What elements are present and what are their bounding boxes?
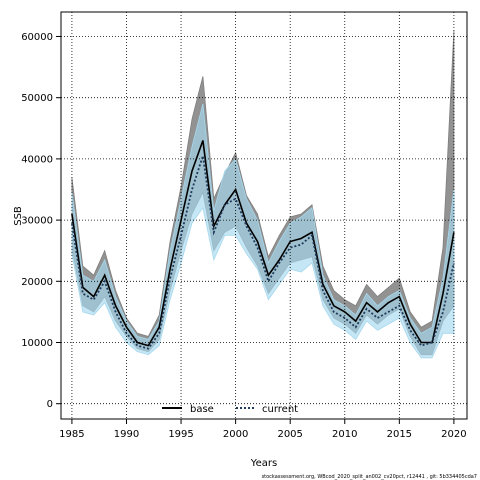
y-tick-label-60000: 60000 [21, 32, 53, 43]
x-tick-label-1990: 1990 [114, 429, 139, 440]
series-lines [71, 140, 455, 350]
x-tick-label-2005: 2005 [277, 429, 302, 440]
y-axis-label: SSB [13, 206, 24, 226]
footer-note: stockassessment.org, WBcod_2020_split_an… [262, 474, 477, 480]
legend: base current [162, 404, 298, 415]
band-current [71, 103, 455, 359]
legend-base-label: base [190, 404, 214, 415]
y-axis: 0 10000 20000 30000 40000 50000 60000 [21, 32, 61, 410]
x-tick-label-2010: 2010 [332, 429, 357, 440]
y-tick-label-30000: 30000 [21, 216, 53, 227]
y-tick-label-10000: 10000 [21, 338, 53, 349]
legend-current-label: current [262, 404, 298, 415]
y-tick-label-20000: 20000 [21, 277, 53, 288]
x-tick-label-2020: 2020 [441, 429, 466, 440]
confidence-bands [71, 30, 455, 359]
line-base [71, 140, 455, 347]
grid-lines [61, 12, 467, 419]
x-axis-label: Years [250, 458, 277, 469]
y-tick-label-40000: 40000 [21, 154, 53, 165]
x-tick-label-1985: 1985 [59, 429, 84, 440]
x-tick-label-1995: 1995 [168, 429, 193, 440]
x-tick-label-2015: 2015 [387, 429, 412, 440]
y-tick-label-50000: 50000 [21, 93, 53, 104]
y-tick-label-0: 0 [47, 399, 53, 410]
line-current [71, 155, 455, 350]
x-tick-label-2000: 2000 [223, 429, 248, 440]
plot-frame [60, 11, 468, 420]
x-axis: 1985 1990 1995 2000 2005 2010 2015 2020 [59, 419, 467, 440]
